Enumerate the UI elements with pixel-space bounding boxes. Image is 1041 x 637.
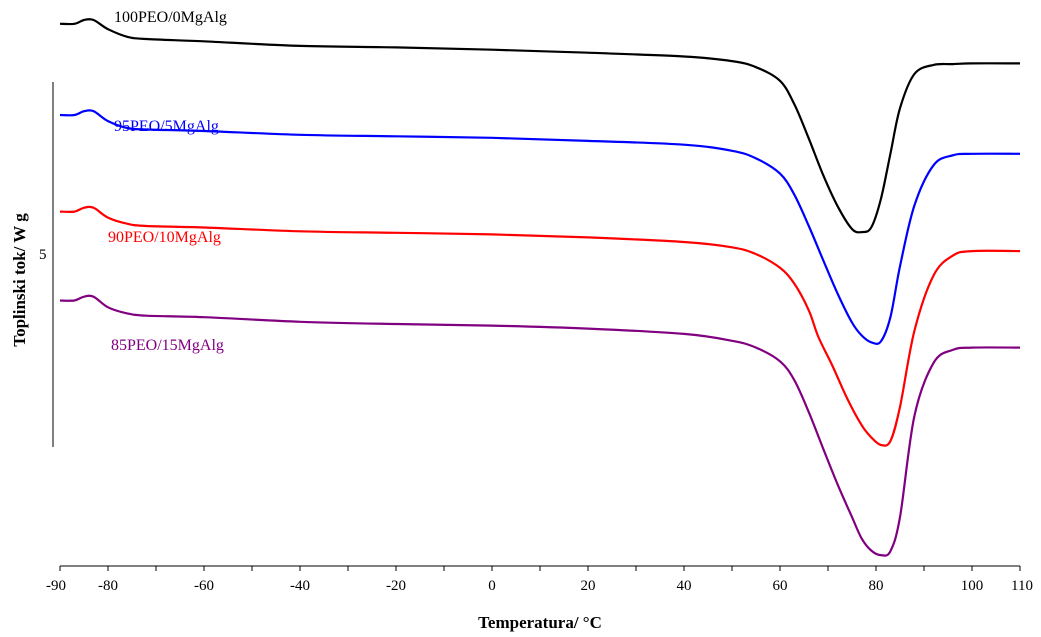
series-label: 85PEO/15MgAlg [111,337,224,354]
x-axis-ticks: -90 -80 -60 -40 -20 0 20 40 60 80 100 110 [46,566,1033,594]
y-axis-title: Toplinski tok/ W g [10,213,29,347]
series-line [59,294,1021,557]
series-line [59,109,1021,345]
x-tick-label: 110 [1011,578,1033,594]
series-label: 90PEO/10MgAlg [108,229,221,246]
series-labels: 100PEO/0MgAlg 95PEO/5MgAlg 90PEO/10MgAlg 85… [108,9,227,354]
series-line [59,18,1021,234]
x-tick-label: -90 [46,578,66,594]
x-tick-label: -40 [290,578,310,594]
x-tick-label: 20 [581,578,596,594]
x-tick-label: 60 [773,578,788,594]
x-axis-title: Temperatura/ °C [478,613,602,632]
series-line [59,205,1021,447]
series-group [59,18,1021,557]
x-tick-label: -80 [98,578,118,594]
x-tick-label: 0 [488,578,496,594]
x-tick-label: 40 [677,578,692,594]
x-tick-label: 80 [869,578,884,594]
x-tick-label: -20 [386,578,406,594]
y-scale-bar-label: 5 [39,247,47,263]
x-tick-label: 100 [961,578,984,594]
x-tick-label: -60 [194,578,214,594]
series-label: 100PEO/0MgAlg [114,9,227,26]
series-label: 95PEO/5MgAlg [114,118,219,135]
